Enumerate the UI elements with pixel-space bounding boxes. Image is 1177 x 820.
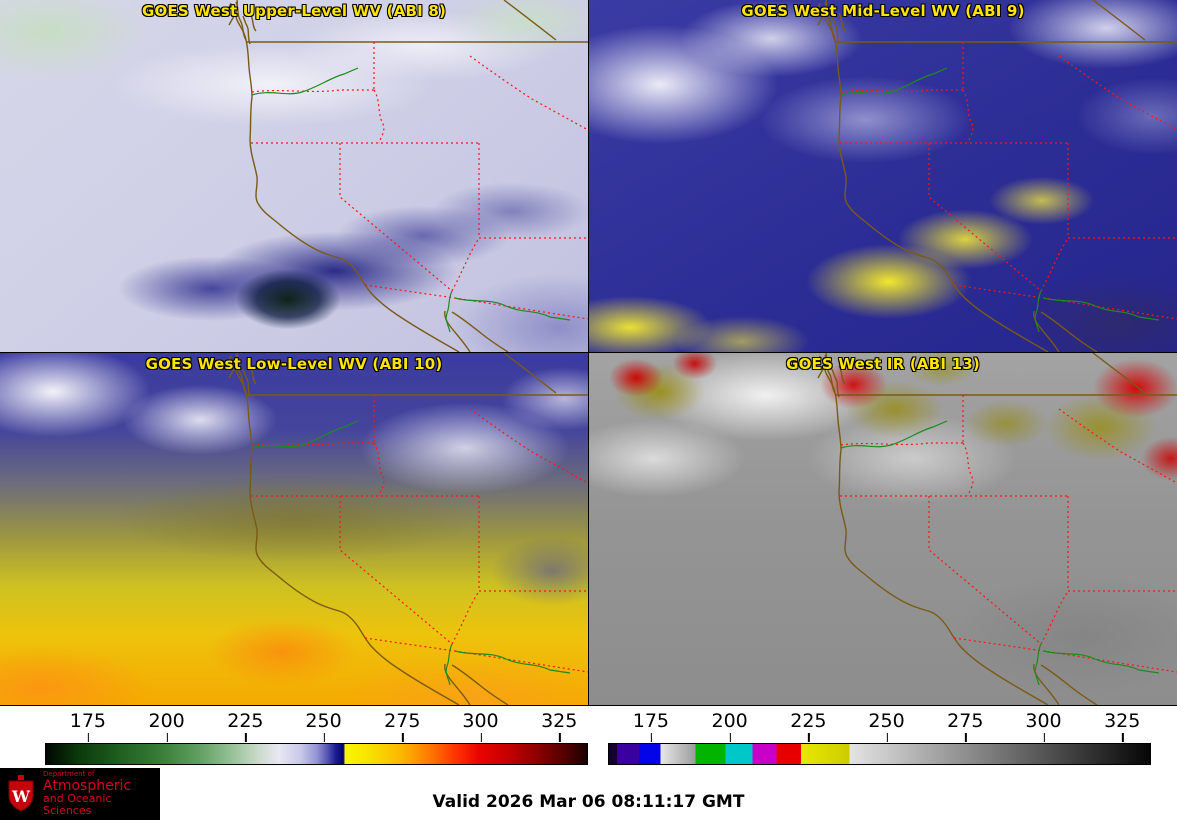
ir-tick: 175 [632,710,670,742]
map-overlay [815,353,1177,705]
panel-abi8: GOES West Upper-Level WV (ABI 8) [0,0,588,352]
logo-line-1: Atmospheric [43,777,132,794]
panel-title-abi13: GOES West IR (ABI 13) [786,355,980,373]
satellite-imagery-low-wv [0,353,588,705]
ir-tick: 275 [947,710,984,742]
logo-line-2: and Oceanic Sciences [43,792,112,818]
panel-title-abi10: GOES West Low-Level WV (ABI 10) [145,355,443,373]
colorbar-row: 175 200 225 250 275 300 325 175 200 225 … [0,706,1177,768]
map-overlay [226,0,588,352]
wv-tick: 325 [541,710,578,742]
satellite-imagery-mid-wv [589,0,1177,352]
logo-text: Department of Atmospheric and Oceanic Sc… [43,770,154,818]
ir-tick: 225 [790,710,827,742]
ir-tick: 300 [1025,710,1062,742]
uw-crest-icon: W [8,775,34,812]
satellite-imagery-ir [589,353,1177,705]
panel-title-abi8: GOES West Upper-Level WV (ABI 8) [141,2,447,20]
valid-time-label: Valid 2026 Mar 06 08:11:17 GMT [432,792,745,812]
wv-tick: 275 [384,710,421,742]
wv-tick: 225 [227,710,264,742]
map-overlay [815,0,1177,352]
ir-tick: 200 [711,710,748,742]
wv-colorbar: 175 200 225 250 275 300 325 [45,706,588,768]
wv-tick: 300 [462,710,499,742]
wv-tick: 200 [148,710,185,742]
ir-colorbar-gradient [608,743,1151,765]
map-overlay [226,353,588,705]
panel-grid: GOES West Upper-Level WV (ABI 8) GOES We… [0,0,1177,706]
uw-aos-logo: W Department of Atmospheric and Oceanic … [0,768,160,820]
wv-colorbar-gradient [45,743,588,765]
wv-tick: 175 [69,710,107,742]
satellite-imagery-upper-wv [0,0,588,352]
crest-letter: W [11,787,31,806]
ir-tick: 325 [1104,710,1141,742]
ir-colorbar: 175 200 225 250 275 300 325 [608,706,1151,768]
logo-dept-line: Department of [43,770,95,779]
wv-tick: 250 [305,710,342,742]
ir-tick: 250 [868,710,905,742]
panel-abi10: GOES West Low-Level WV (ABI 10) [0,353,588,705]
panel-abi13: GOES West IR (ABI 13) [589,353,1177,705]
panel-title-abi9: GOES West Mid-Level WV (ABI 9) [741,2,1025,20]
footer: W Department of Atmospheric and Oceanic … [0,768,1177,820]
panel-abi9: GOES West Mid-Level WV (ABI 9) [589,0,1177,352]
